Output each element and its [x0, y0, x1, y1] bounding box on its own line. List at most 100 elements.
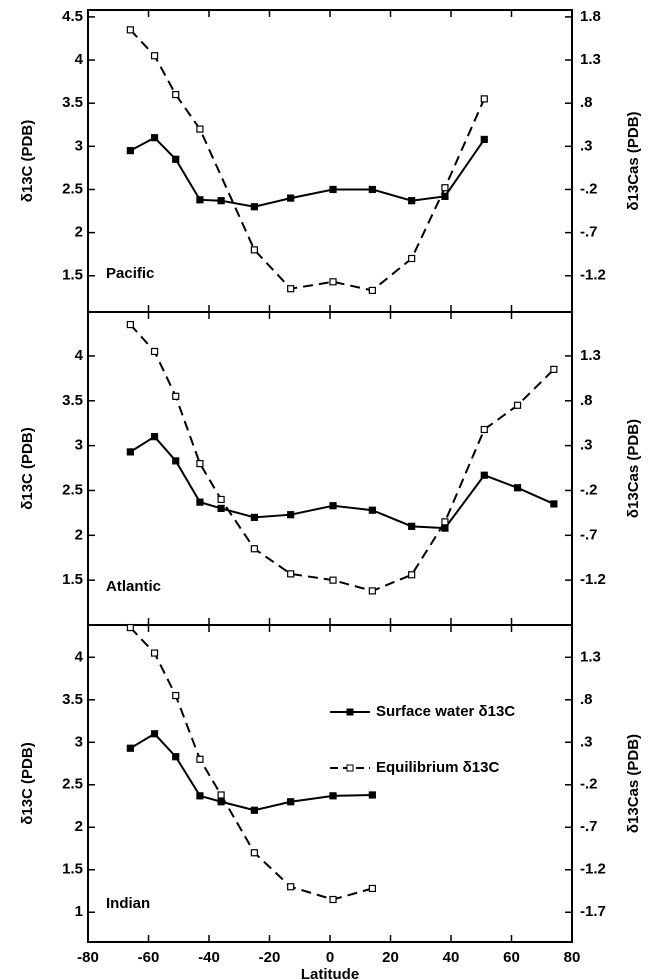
y2-tick-label: -.2 [580, 180, 598, 197]
equilibrium-line [129, 323, 555, 592]
y2-tick-label: .3 [580, 437, 593, 454]
point [329, 502, 337, 510]
y-tick-label: 4 [75, 347, 84, 364]
y2-tick-label: -1.2 [580, 571, 606, 588]
y2-tick-label: 1.3 [580, 51, 601, 68]
point [196, 755, 204, 763]
x-tick-label: -60 [138, 949, 160, 966]
x-tick-label: 80 [564, 949, 581, 966]
y-axis-label: δ13C (PDB) [19, 427, 36, 509]
y2-tick-label: -.2 [580, 481, 598, 498]
y2-tick-label: .3 [580, 137, 593, 154]
point [329, 895, 337, 904]
x-tick-label: -20 [259, 949, 281, 966]
point [408, 254, 416, 263]
point [250, 203, 258, 211]
plot-frame [87, 624, 573, 943]
y2-tick-label: -1.7 [580, 903, 606, 920]
point [196, 196, 204, 204]
y-tick-label: 2.5 [62, 180, 83, 197]
point [513, 484, 522, 492]
point [217, 197, 225, 205]
y2-axis-label: δ13Cas (PDB) [625, 111, 642, 210]
point [368, 587, 376, 595]
point [172, 753, 180, 761]
point [287, 570, 295, 578]
point [368, 506, 376, 514]
point [172, 457, 180, 465]
y2-tick-label: -.2 [580, 776, 598, 793]
y-tick-label: 3.5 [62, 691, 83, 708]
x-tick-label: -40 [198, 949, 220, 966]
panel-label: Pacific [106, 265, 154, 282]
point [480, 425, 488, 434]
y-tick-label: 3 [75, 437, 83, 454]
point [126, 623, 134, 632]
y2-axis-label: δ13Cas (PDB) [625, 419, 642, 518]
equilibrium-line [129, 29, 486, 292]
point [217, 504, 225, 513]
y-axis-label: δ13C (PDB) [19, 742, 36, 824]
y-tick-label: 3.5 [62, 392, 83, 409]
y2-tick-label: -.7 [580, 818, 598, 835]
point [250, 849, 258, 857]
y2-tick-label: .8 [580, 691, 593, 708]
point [408, 571, 416, 579]
point [368, 791, 376, 799]
point [150, 730, 159, 738]
y2-tick-label: .8 [580, 392, 593, 409]
point [480, 95, 488, 103]
point [196, 459, 204, 468]
point [441, 192, 449, 200]
point [287, 883, 295, 891]
point [250, 246, 258, 254]
point [172, 155, 180, 163]
y-tick-label: 2 [75, 526, 83, 543]
point [441, 184, 449, 192]
point [150, 649, 159, 657]
y2-tick-label: .8 [580, 94, 593, 111]
y-tick-label: 2 [75, 224, 83, 241]
y-tick-label: 2.5 [62, 776, 83, 793]
point [287, 798, 295, 806]
point [217, 791, 225, 799]
point [172, 392, 180, 400]
point [329, 792, 337, 800]
point [196, 792, 204, 800]
y2-axis-label: δ13Cas (PDB) [625, 734, 642, 833]
x-axis-label: Latitude [301, 966, 359, 980]
y-tick-label: 1.5 [62, 861, 83, 878]
y2-tick-label: -.7 [580, 526, 598, 543]
point [150, 433, 159, 441]
legend-label: Surface water δ13C [376, 703, 515, 720]
y2-tick-label: -1.2 [580, 267, 606, 284]
y-tick-label: 3 [75, 733, 83, 750]
point [126, 448, 134, 456]
y-tick-label: 3 [75, 137, 83, 154]
point [150, 134, 159, 142]
y2-tick-label: 1.3 [580, 347, 601, 364]
x-tick-label: 40 [443, 949, 460, 966]
point [329, 278, 337, 286]
x-tick-label: 60 [503, 949, 520, 966]
y-tick-label: 1 [75, 903, 83, 920]
y-tick-label: 1.5 [62, 571, 83, 588]
y2-tick-label: -1.2 [580, 861, 606, 878]
point [196, 498, 204, 506]
point [480, 471, 488, 479]
point [287, 511, 295, 519]
x-tick-label: 20 [382, 949, 399, 966]
y2-tick-label: .3 [580, 733, 593, 750]
panel-label: Indian [106, 895, 150, 912]
equilibrium-line [129, 626, 373, 901]
y2-tick-label: 1.8 [580, 8, 601, 25]
point [217, 495, 225, 504]
point [408, 197, 416, 205]
point [550, 365, 558, 373]
point [329, 185, 337, 194]
point [126, 320, 134, 329]
point [441, 518, 449, 526]
point [368, 185, 376, 194]
y-tick-label: 4 [75, 648, 84, 665]
